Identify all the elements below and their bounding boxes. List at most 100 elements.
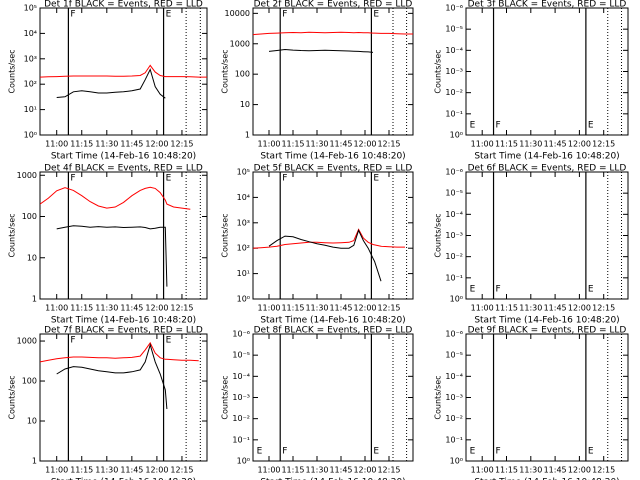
x-tick-label: 11:45 <box>544 304 567 313</box>
y-tick-label: 100 <box>22 212 37 221</box>
annotation: E <box>470 285 476 295</box>
x-tick-label: 11:15 <box>495 304 518 313</box>
panel: Det 6f BLACK = Events, RED = LLD Start Ti… <box>434 164 629 326</box>
y-axis-label: Counts/sec <box>8 213 17 257</box>
y-tick-label: 10 <box>240 100 250 109</box>
panel-title: Det 2f BLACK = Events, RED = LLD <box>254 0 413 10</box>
plot-frame <box>465 171 629 300</box>
annotation: F <box>282 447 287 457</box>
y-tick-label: 10⁻⁴ <box>445 210 463 219</box>
x-tick-label: 11:30 <box>95 466 118 475</box>
y-tick-label: 10⁻⁵ <box>445 351 463 360</box>
y-axis-label: Counts/sec <box>8 375 17 419</box>
x-axis-label: Start Time (14-Feb-16 10:48:20) <box>51 478 196 480</box>
y-tick-label: 10⁻⁶ <box>445 4 463 13</box>
y-tick-label: 10⁰ <box>450 131 463 140</box>
y-tick-label: 10⁻⁵ <box>232 351 250 360</box>
annotation: E <box>588 447 594 457</box>
y-tick-label: 10² <box>237 244 250 253</box>
annotation: F <box>496 447 501 457</box>
x-tick-label: 11:15 <box>70 466 93 475</box>
y-tick-label: 10⁻¹ <box>232 435 250 444</box>
plot-frame <box>252 7 414 136</box>
x-tick-label: 11:30 <box>305 466 328 475</box>
x-tick-label: 12:15 <box>592 466 615 475</box>
y-tick-label: 10⁻³ <box>445 67 463 76</box>
series-line <box>253 228 405 249</box>
y-tick-label: 10⁻¹ <box>445 109 463 118</box>
plot-frame <box>39 333 208 462</box>
panel-title: Det 4f BLACK = Events, RED = LLD <box>44 164 203 174</box>
x-tick-label: 11:00 <box>45 466 68 475</box>
y-tick-label: 10⁴ <box>237 193 250 202</box>
x-tick-label: 11:45 <box>329 466 352 475</box>
x-tick-label: 11:15 <box>70 304 93 313</box>
y-tick-label: 10⁻² <box>232 414 250 423</box>
x-tick-label: 11:15 <box>281 466 304 475</box>
panel: Det 7f BLACK = Events, RED = LLD Start Ti… <box>8 326 208 480</box>
x-axis-label: Start Time (14-Feb-16 10:48:20) <box>260 316 405 326</box>
y-tick-label: 10⁻² <box>445 252 463 261</box>
y-tick-label: 10⁻² <box>445 88 463 97</box>
x-tick-label: 11:15 <box>70 140 93 149</box>
annotation: F <box>496 285 501 295</box>
x-axis-label: Start Time (14-Feb-16 10:48:20) <box>51 152 196 162</box>
panel-title: Det 6f BLACK = Events, RED = LLD <box>468 164 627 174</box>
y-tick-label: 10¹ <box>237 269 250 278</box>
panel: Det 1f BLACK = Events, RED = LLD Start Ti… <box>8 0 208 162</box>
annotation: F <box>70 336 75 346</box>
y-tick-label: 10⁻⁶ <box>232 330 250 339</box>
y-tick-label: 1000 <box>230 39 250 48</box>
y-tick-label: 1000 <box>17 171 37 180</box>
panel-title: Det 7f BLACK = Events, RED = LLD <box>44 326 203 336</box>
x-tick-label: 11:00 <box>45 140 68 149</box>
annotation: F <box>496 121 501 131</box>
annotation: E <box>470 447 476 457</box>
y-tick-label: 1 <box>245 131 250 140</box>
y-axis-label: Counts/sec <box>434 375 443 419</box>
x-tick-label: 11:00 <box>257 140 280 149</box>
x-tick-label: 11:00 <box>257 304 280 313</box>
x-tick-label: 11:30 <box>95 140 118 149</box>
series-line <box>40 341 199 363</box>
x-tick-label: 11:00 <box>257 466 280 475</box>
x-tick-label: 12:15 <box>170 466 193 475</box>
annotation: F <box>282 10 287 20</box>
annotation: F <box>70 174 75 184</box>
panel: Det 8f BLACK = Events, RED = LLD Start Ti… <box>221 326 414 480</box>
plot-frame <box>39 171 208 300</box>
plot-frame <box>465 333 629 462</box>
y-tick-label: 10⁻⁵ <box>445 25 463 34</box>
y-tick-label: 10⁻³ <box>232 393 250 402</box>
x-tick-label: 12:15 <box>170 304 193 313</box>
y-axis-label: Counts/sec <box>221 213 230 257</box>
y-tick-label: 10⁻⁵ <box>445 189 463 198</box>
x-tick-label: 11:30 <box>519 466 542 475</box>
x-axis-label: Start Time (14-Feb-16 10:48:20) <box>474 316 619 326</box>
x-tick-label: 11:45 <box>544 466 567 475</box>
series-line <box>268 229 382 282</box>
panel-title: Det 1f BLACK = Events, RED = LLD <box>44 0 203 10</box>
y-tick-label: 10⁻⁶ <box>445 168 463 177</box>
series-line <box>40 64 207 78</box>
y-axis-label: Counts/sec <box>221 49 230 93</box>
annotation: E <box>373 447 379 457</box>
y-tick-label: 10⁴ <box>24 29 37 38</box>
y-tick-label: 10⁻³ <box>445 393 463 402</box>
series-line <box>253 31 413 36</box>
x-tick-label: 12:00 <box>353 140 376 149</box>
x-tick-label: 12:15 <box>377 304 400 313</box>
x-tick-label: 11:45 <box>120 140 143 149</box>
y-tick-label: 10⁻⁴ <box>445 46 463 55</box>
x-tick-label: 12:15 <box>170 140 193 149</box>
panel-title: Det 8f BLACK = Events, RED = LLD <box>254 326 413 336</box>
plot-frame <box>39 7 208 136</box>
annotation: E <box>166 10 172 20</box>
x-tick-label: 11:30 <box>305 140 328 149</box>
y-tick-label: 10⁻² <box>445 414 463 423</box>
x-axis-label: Start Time (14-Feb-16 10:48:20) <box>474 478 619 480</box>
x-tick-label: 12:00 <box>568 466 591 475</box>
y-tick-label: 10⁻⁴ <box>445 372 463 381</box>
